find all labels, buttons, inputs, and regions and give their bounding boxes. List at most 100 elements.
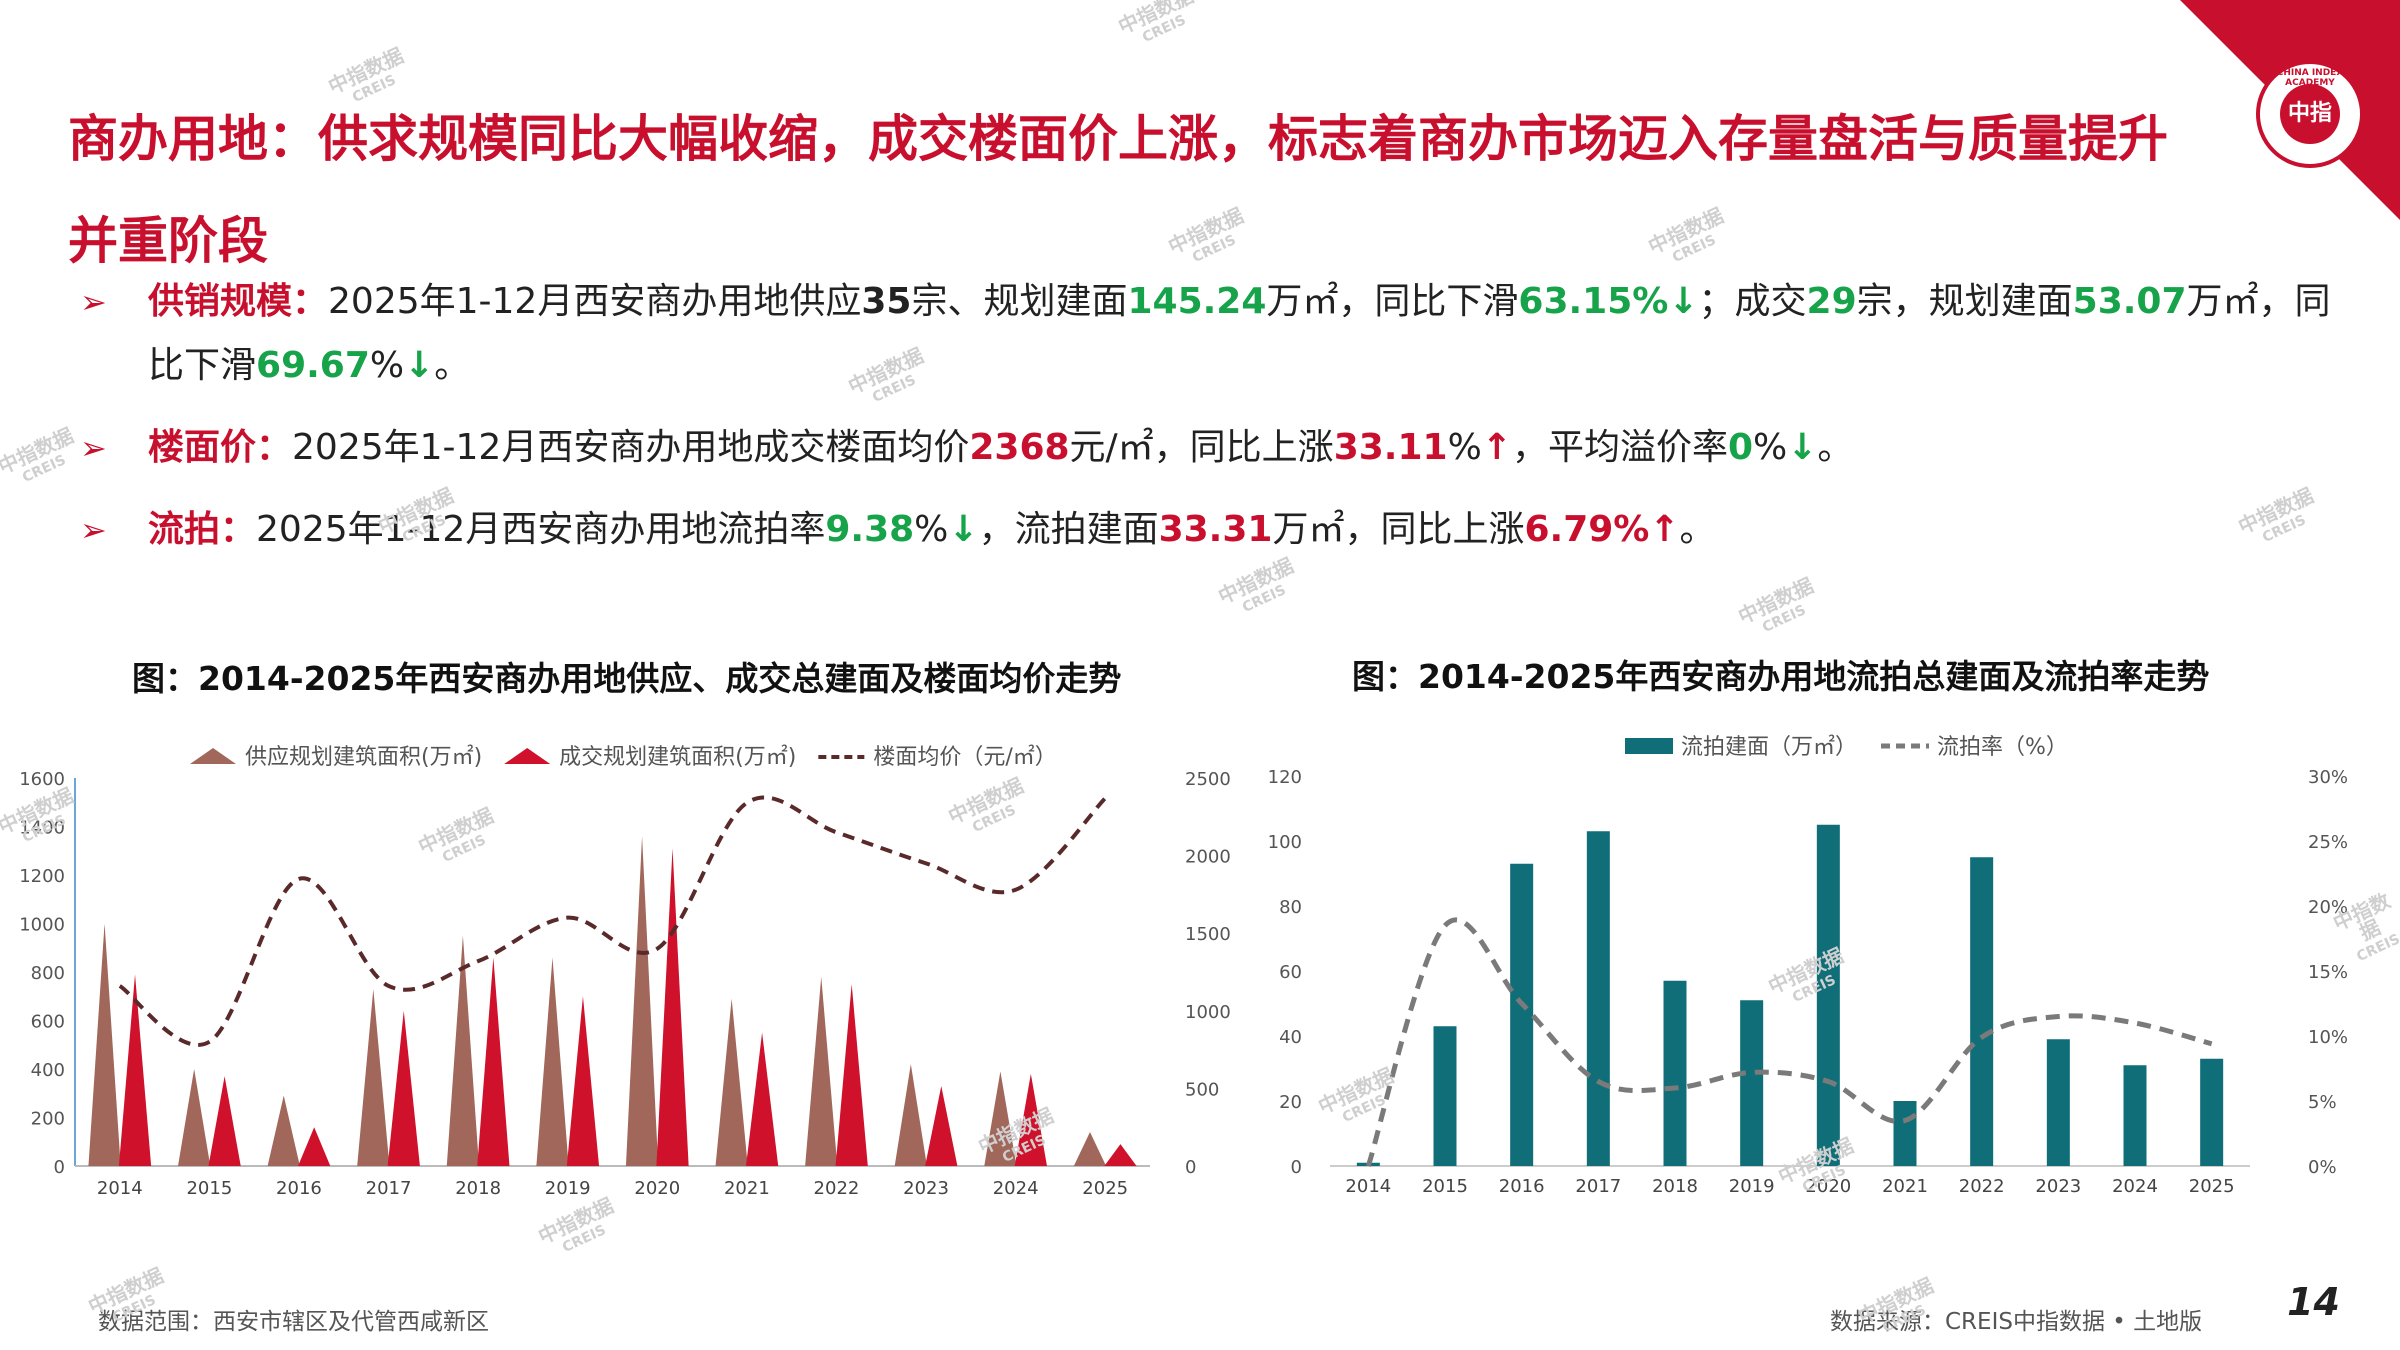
bullet-text: ↑ [1481,427,1512,468]
bullet-item: ➢ 楼面价：2025年1-12月西安商办用地成交楼面均价2368元/㎡，同比上涨3… [80,416,2360,480]
triangle-mark [477,957,510,1166]
legend-label: 流拍率（%） [1937,735,2068,760]
bullet-text: 万㎡，同比下滑 [148,281,2331,386]
triangle-mark [745,1032,779,1166]
y-right-tick-label: 20% [2308,897,2348,918]
bullet-text: ↑ [1649,509,1680,550]
triangle-mark [178,1069,211,1166]
bullet-text: 万㎡，同比下滑 [1266,281,1519,322]
triangle-mark [88,923,121,1166]
y-left-tick-label: 80 [1279,897,1302,918]
triangle-mark [387,1010,420,1166]
x-tick-label: 2014 [97,1178,143,1199]
y-left-tick-label: 400 [31,1060,65,1081]
x-tick-label: 2021 [1882,1176,1928,1197]
y-left-tick-label: 120 [1268,767,1302,788]
triangle-mark [925,1085,958,1166]
watermark: 中指数据 CREIS [0,423,85,495]
bar-mark [1970,857,1994,1166]
triangle-mark [298,1127,331,1166]
bullet-text: 69.67 [256,345,370,386]
bullet-text: 63.15%↓ [1518,281,1699,322]
legend-label: 楼面均价（元/㎡） [873,744,1056,770]
summary-bullets: ➢ 供销规模：2025年1-12月西安商办用地供应35宗、规划建面145.24万㎡… [80,270,2360,580]
y-left-tick-label: 100 [1268,832,1302,853]
triangle-mark [805,976,838,1166]
x-tick-label: 2017 [1575,1176,1621,1197]
y-right-tick-label: 10% [2308,1027,2348,1048]
data-scope-note: 数据范围：西安市辖区及代管西咸新区 [98,1309,489,1335]
bullet-text: 145.24 [1127,281,1267,322]
y-left-tick-label: 60 [1279,962,1302,983]
y-left-tick-label: 1600 [19,769,65,790]
page-number: 14 [2287,1280,2340,1324]
bullet-text: 53.07 [2072,281,2187,322]
chart-unsold-rate: 0 20 40 60 80 100 120 0% 5% 10% 15% 20% 25% 30% 2014 20… [1268,734,2348,1197]
y-left-tick-label: 0 [54,1157,65,1178]
bullet-arrow-icon: ➢ [80,511,107,549]
x-tick-label: 2014 [1345,1176,1391,1197]
bullet-text: ↓ [948,509,979,550]
bullet-text: 宗，规划建面 [1856,281,2073,322]
bullet-text: 2025年1-12月西安商办用地供应 [328,281,862,322]
legend-label: 流拍建面（万㎡） [1681,734,1857,760]
y-left-tick-label: 1200 [19,866,65,887]
rate-line [1365,917,2213,1167]
bullet-text: % [914,509,949,550]
price-line [118,795,1107,1047]
bullet-text: 。 [1679,509,1716,550]
y-right-tick-label: 2000 [1185,847,1231,868]
y-left-tick-label: 200 [31,1109,65,1130]
bar-mark [1893,1101,1917,1166]
y-left-tick-label: 600 [31,1012,65,1033]
triangle-mark [656,848,689,1166]
y-right-tick-label: 30% [2308,767,2348,788]
bullet-text: 2025年1-12月西安商办用地流拍率 [256,509,826,550]
triangle-mark [208,1076,241,1166]
bullet-text: 6.79% [1524,509,1650,550]
bullet-text: 9.38 [825,509,915,550]
triangle-mark [625,836,659,1166]
triangle-mark [1014,1073,1047,1166]
y-right-tick-label: 25% [2308,832,2348,853]
legend-label: 成交规划建筑面积(万㎡) [559,744,796,770]
x-tick-label: 2024 [993,1178,1039,1199]
chart-supply-deal-price: 0 200 400 600 800 1000 1200 1400 1600 0 500 1000 150… [19,744,1231,1199]
data-source-note: 数据来源：CREIS中指数据 • 土地版 [1830,1309,2203,1335]
y-right-tick-label: 5% [2308,1092,2337,1113]
y-left-tick-label: 0 [1291,1157,1302,1178]
bullet-text: ；成交 [1698,281,1807,322]
x-tick-label: 2025 [2189,1176,2235,1197]
logo-text: 中指 [2280,84,2340,144]
triangle-mark [715,998,748,1166]
triangle-mark [984,1071,1017,1166]
y-right-tick-label: 0 [1185,1157,1196,1178]
y-right-tick-label: 15% [2308,962,2348,983]
triangle-mark [835,984,868,1166]
bar-mark [2200,1058,2224,1166]
x-tick-label: 2016 [276,1178,322,1199]
page-title: 商办用地：供求规模同比大幅收缩，成交楼面价上涨，标志着商办市场迈入存量盘活与质量… [68,110,2168,270]
bullet-text: 2368 [969,427,1070,468]
x-tick-label: 2020 [634,1178,680,1199]
legend-marker [504,748,551,764]
bar-mark [1740,1000,1764,1166]
triangle-mark [118,974,152,1166]
triangle-mark [357,988,390,1166]
y-left-tick-label: 1000 [19,915,65,936]
bullet-text: 2025年1-12月西安商办用地成交楼面均价 [292,427,970,468]
bullet-arrow-icon: ➢ [80,283,107,321]
bullet-text: ↓ [1787,427,1818,468]
bar-mark [1586,831,1610,1166]
x-tick-label: 2022 [814,1178,860,1199]
bullet-text: 宗、规划建面 [911,281,1128,322]
watermark: 中指数据 CREIS [1734,573,1824,645]
bullet-arrow-icon: ➢ [80,429,107,467]
triangle-mark [446,935,480,1166]
triangle-mark [536,957,569,1166]
x-tick-label: 2019 [545,1178,591,1199]
x-tick-label: 2018 [1652,1176,1698,1197]
bullet-heading: 流拍： [148,509,257,550]
triangle-mark [267,1095,300,1166]
bullet-text: 29 [1806,281,1857,322]
